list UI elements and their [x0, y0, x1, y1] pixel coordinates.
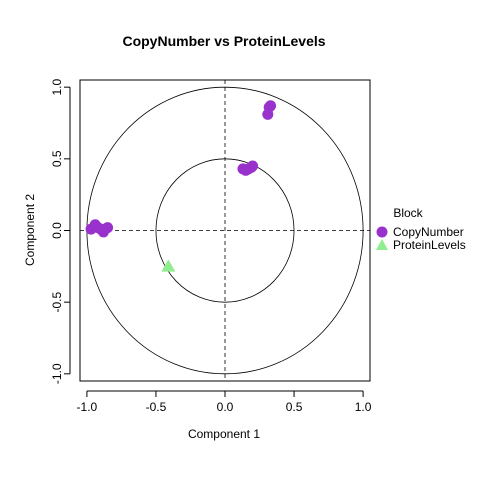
x-tick-label: -0.5 — [146, 400, 167, 414]
legend-marker-copynumber — [376, 226, 388, 238]
y-tick-label: 0.5 — [50, 150, 64, 167]
data-point-copynumber — [99, 223, 111, 235]
legend-label-proteinlevels: ProteinLevels — [393, 238, 466, 252]
x-tick-label: 1.0 — [355, 400, 372, 414]
x-tick-label: 0.0 — [217, 400, 234, 414]
x-tick-label: 0.5 — [286, 400, 303, 414]
y-tick-label: 1.0 — [50, 79, 64, 96]
data-point-copynumber — [265, 100, 277, 112]
data-point-copynumber — [247, 160, 259, 172]
y-tick-label: -0.5 — [50, 292, 64, 313]
y-tick-label: 0.0 — [50, 222, 64, 239]
legend-title: Block — [393, 206, 423, 220]
plot-panel: -1.0 -0.5 0.0 0.5 1.0 -1.0 -0.5 0.0 0.5 1.0 — [50, 79, 372, 414]
legend-label-copynumber: CopyNumber — [393, 225, 464, 239]
x-axis-label: Component 1 — [188, 427, 260, 441]
data-point-copynumber — [237, 163, 249, 175]
legend-marker-proteinlevels — [376, 239, 388, 250]
x-tick-label: -1.0 — [77, 400, 98, 414]
y-axis-label: Component 2 — [23, 194, 37, 266]
data-point-proteinlevels — [161, 259, 176, 272]
chart-title: CopyNumber vs ProteinLevels — [122, 33, 325, 49]
y-tick-label: -1.0 — [50, 363, 64, 384]
